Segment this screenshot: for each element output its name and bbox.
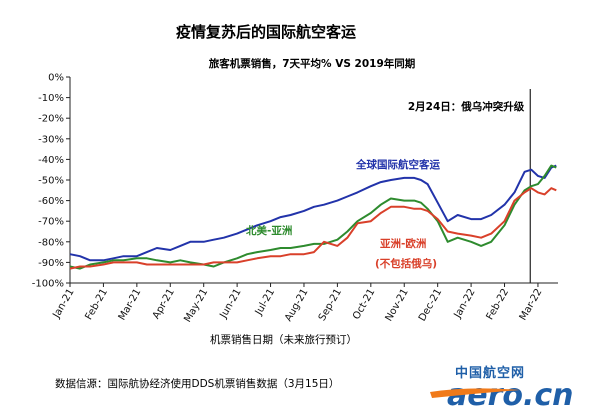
y-tick-label: -70%: [38, 217, 64, 228]
y-tick-label: -100%: [32, 279, 64, 290]
y-tick-label: -90%: [38, 258, 64, 269]
y-tick-label: -10%: [38, 93, 64, 104]
x-tick-label: Oct-21: [351, 287, 377, 322]
series-group: [69, 164, 557, 270]
chart-subtitle: 旅客机票销售，7天平均% VS 2019年同期: [209, 57, 416, 70]
watermark-cn: 中国航空网: [455, 365, 525, 381]
x-tick-label: Apr-21: [151, 287, 177, 321]
annotation-group: 2月24日：俄乌冲突升级: [408, 89, 531, 283]
series-label-0: 全球国际航空客运: [355, 158, 440, 171]
watermark-en: aero.cn: [447, 378, 574, 413]
x-tick-label: Jun-21: [218, 287, 244, 321]
x-tick-label: Jan-21: [51, 287, 77, 321]
x-tick-label: Jul-21: [253, 287, 277, 318]
x-axis: Jan-21 Feb-21 Mar-21 Apr-21 May-21 Jun-21 Jul-…: [51, 282, 558, 324]
y-tick-label: -50%: [38, 176, 64, 187]
y-tick-label: -80%: [38, 237, 64, 248]
x-tick-label: Dec-21: [417, 287, 444, 323]
y-tick-label: -20%: [38, 114, 64, 125]
series-label-2: 亚洲-欧洲: [380, 237, 426, 250]
chart-title: 疫情复苏后的国际航空客运: [176, 23, 356, 41]
x-tick-label: Mar-21: [117, 287, 144, 322]
watermark-logo: 中国航空网 aero.cn: [430, 365, 574, 413]
x-tick-label: Jan-22: [452, 287, 478, 321]
x-tick-label: May-21: [182, 287, 210, 324]
x-tick-label: Mar-22: [518, 287, 545, 322]
x-tick-label: Feb-21: [83, 287, 110, 322]
watermark-swoosh: [430, 388, 520, 398]
x-tick-label: Aug-21: [283, 287, 310, 324]
x-tick-label: Nov-21: [384, 287, 411, 323]
series-line-2: [69, 187, 557, 270]
x-axis-title: 机票销售日期（未来旅行预订）: [210, 333, 357, 346]
series-line-0: [69, 164, 557, 262]
y-tick-label: -40%: [38, 155, 64, 166]
y-tick-label: -60%: [38, 196, 64, 207]
source-note: 数据信源：国际航协经济使用DDS机票销售数据（3月15日）: [55, 377, 339, 390]
y-tick-label: -30%: [38, 134, 64, 145]
y-axis: 0% -10% -20% -30% -40% -50% -60% -70% -80% -90% -1…: [32, 73, 71, 290]
y-tick-label: 0%: [48, 73, 64, 84]
x-tick-label: Sep-21: [317, 287, 344, 323]
series-label-3: (不包括俄乌): [375, 257, 437, 270]
series-label-1: 北美-亚洲: [246, 224, 292, 237]
event-label: 2月24日：俄乌冲突升级: [408, 100, 525, 113]
x-tick-label: Feb-22: [485, 287, 512, 322]
series-line-1: [69, 164, 557, 270]
